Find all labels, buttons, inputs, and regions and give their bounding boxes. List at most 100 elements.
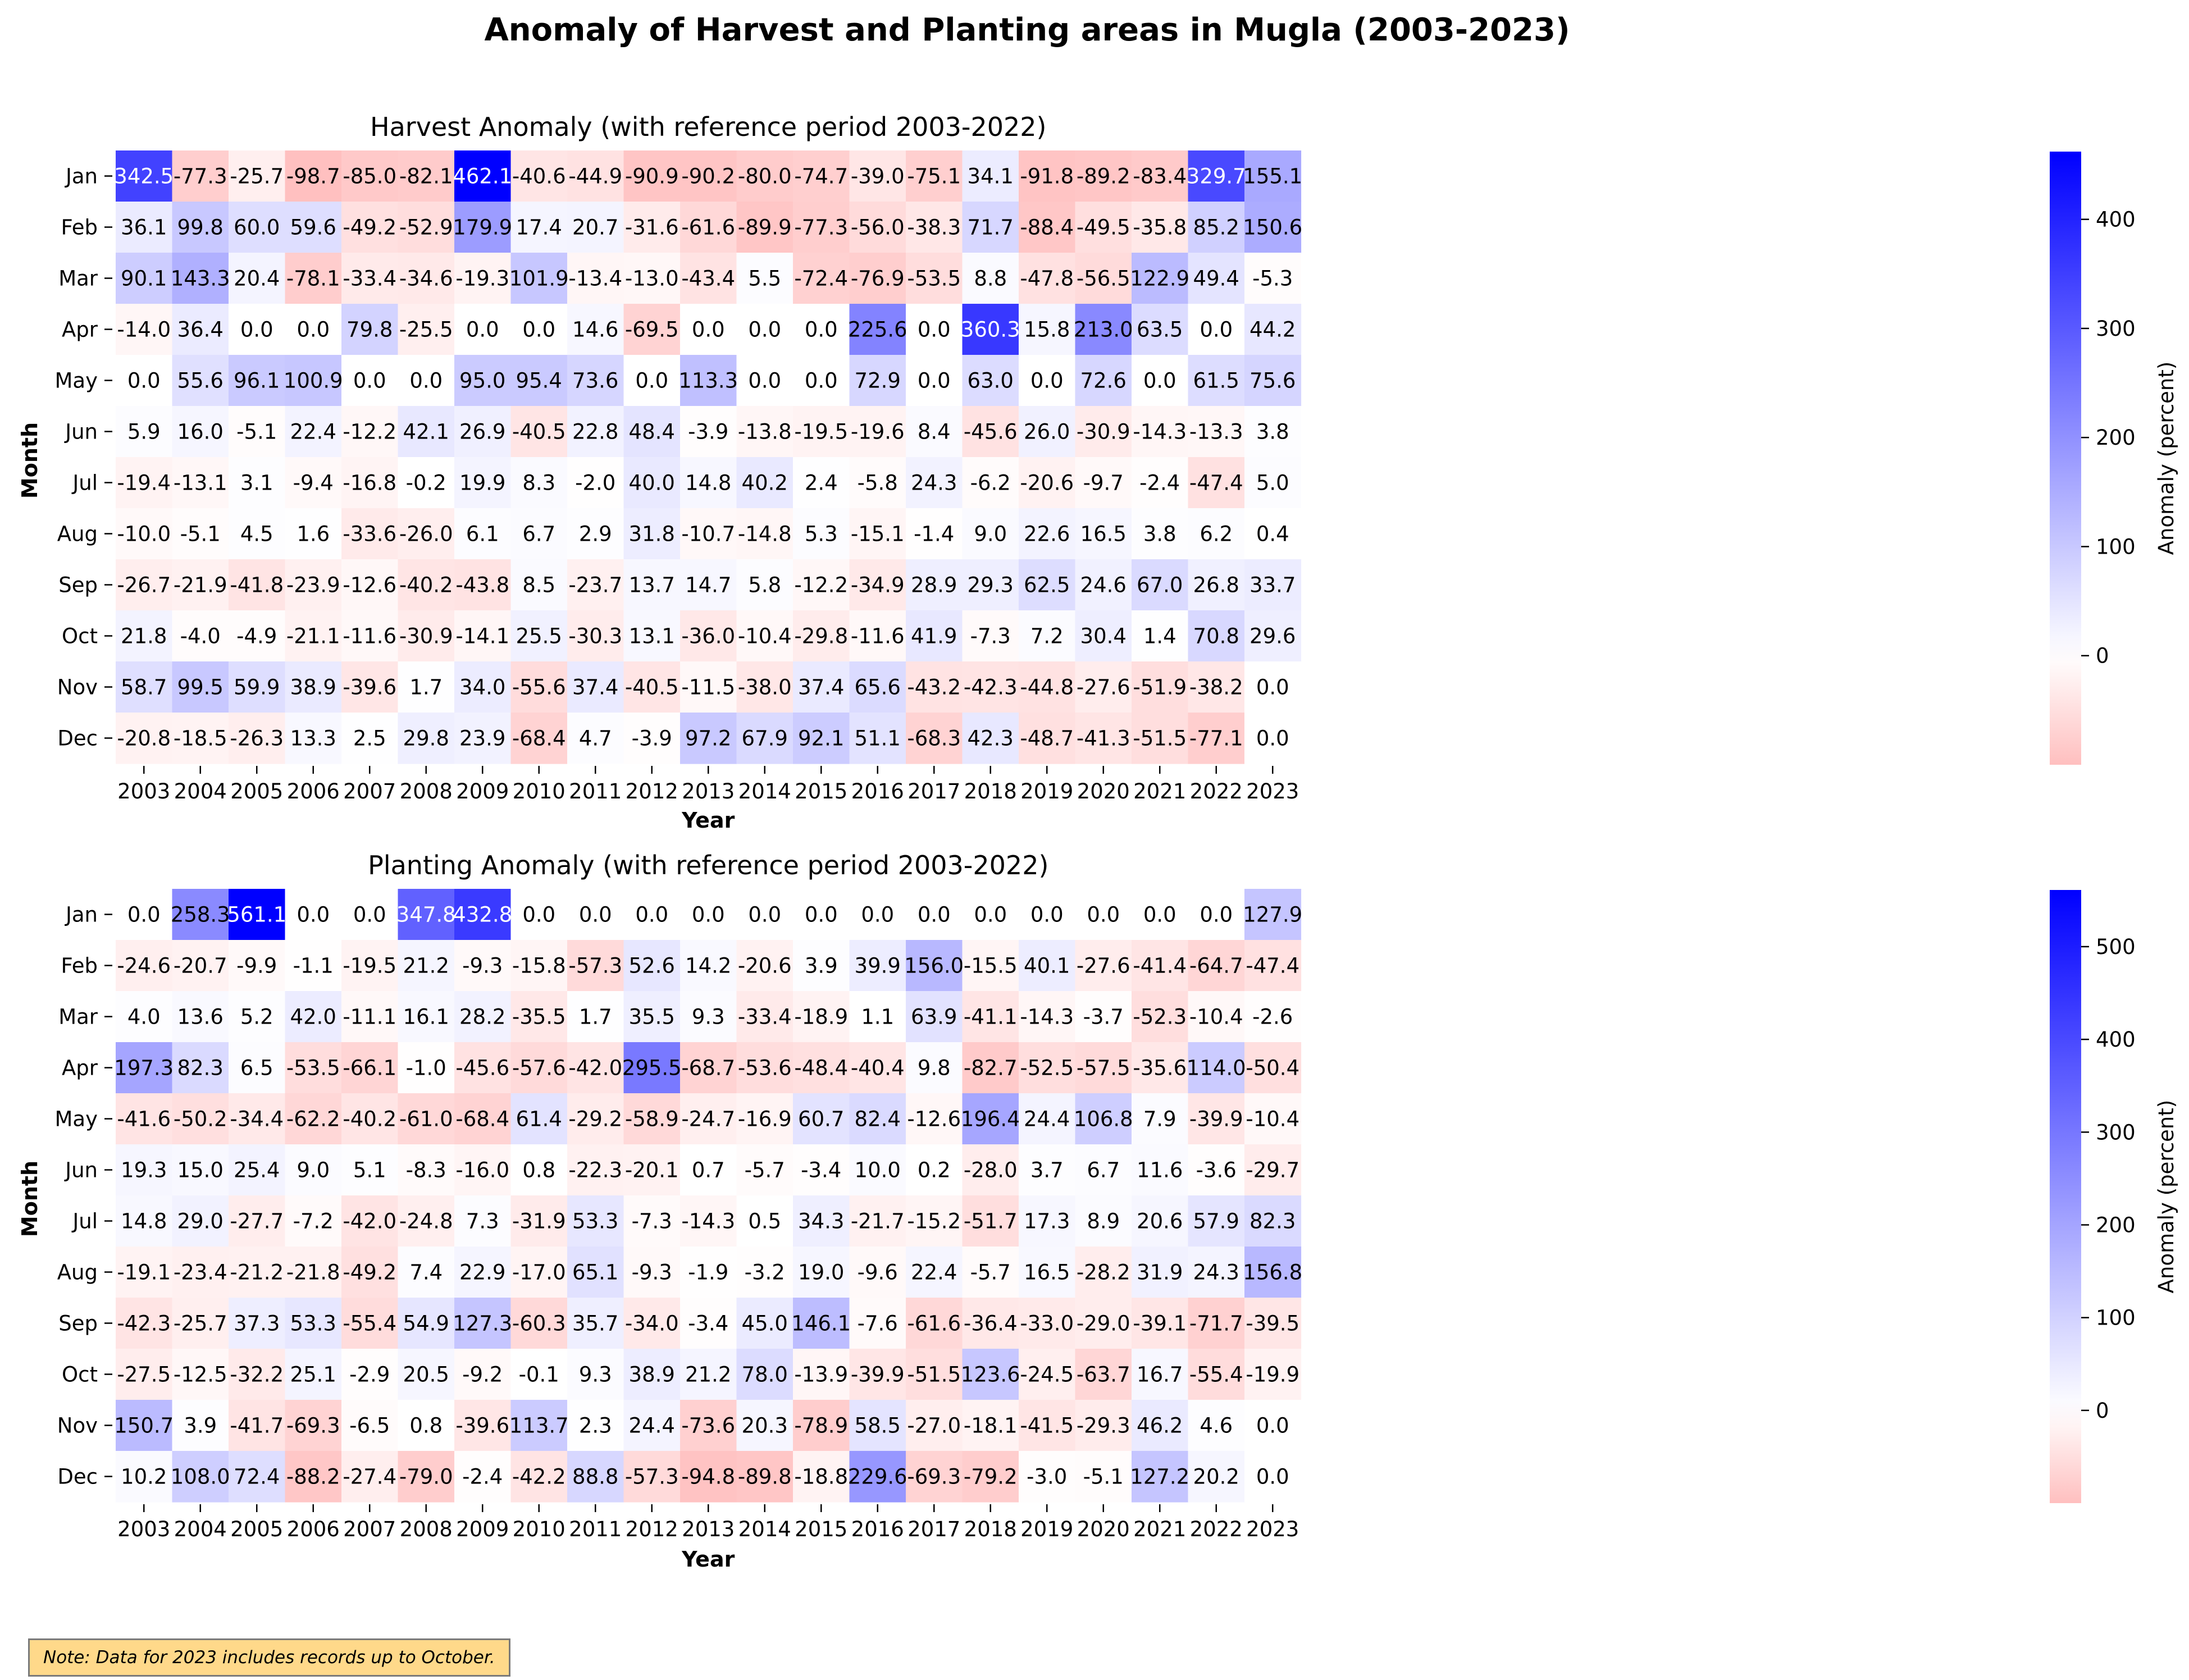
cell-value-label: 14.8: [685, 471, 731, 495]
year-tick-label: 2020: [1077, 1517, 1130, 1541]
cell-value-label: -5.7: [745, 1158, 785, 1183]
heatmap-cell: [510, 253, 568, 304]
year-tick-label: 2022: [1190, 779, 1243, 804]
heatmap-cell: [285, 559, 342, 611]
colorbar-tick-label: 0: [2096, 644, 2109, 668]
year-tick-label: 2003: [117, 779, 170, 804]
heatmap-cell: [1132, 508, 1189, 560]
heatmap-cell: [172, 889, 229, 941]
cell-value-label: 156.0: [904, 954, 964, 978]
heatmap-cell: [454, 1042, 512, 1094]
heatmap-cell: [1132, 661, 1189, 713]
cell-value-label: -77.1: [1189, 727, 1243, 751]
heatmap-cell: [1075, 1195, 1132, 1247]
heatmap-cell: [1188, 304, 1245, 355]
cell-value-label: -3.9: [632, 727, 672, 751]
colorbar-tick-label: 500: [2096, 935, 2136, 959]
cell-value-label: 52.6: [629, 954, 675, 978]
heatmap-cell: [1244, 1400, 1302, 1451]
heatmap-cell: [793, 1093, 850, 1145]
cell-value-label: -89.9: [738, 216, 792, 240]
cell-value-label: 9.0: [297, 1158, 330, 1183]
cell-value-label: -39.1: [1133, 1312, 1187, 1336]
heatmap-cell: [567, 406, 624, 458]
heatmap-cell: [906, 406, 963, 458]
heatmap-cell: [510, 1400, 568, 1451]
cell-value-label: -5.7: [970, 1261, 1011, 1285]
heatmap-cell: [680, 355, 737, 407]
cell-value-label: -69.3: [907, 1465, 961, 1489]
heatmap-cell: [454, 1349, 512, 1400]
cell-value-label: -5.1: [1083, 1465, 1124, 1489]
heatmap-cell: [1019, 355, 1076, 407]
cell-value-label: 55.6: [177, 369, 224, 393]
heatmap-cell: [1132, 713, 1189, 764]
cell-value-label: 0.0: [466, 318, 499, 342]
cell-value-label: -57.3: [625, 1465, 679, 1489]
cell-value-label: -7.3: [632, 1209, 672, 1234]
heatmap-cell: [906, 1195, 963, 1247]
cell-value-label: 82.3: [177, 1056, 224, 1080]
heatmap-cell: [398, 1349, 455, 1400]
heatmap-cell: [1132, 1400, 1189, 1451]
cell-value-label: -55.4: [343, 1312, 396, 1336]
heatmap-cell: [285, 661, 342, 713]
cell-value-label: -33.4: [738, 1005, 792, 1029]
year-tick-label: 2007: [343, 779, 396, 804]
cell-value-label: -19.4: [117, 471, 171, 495]
year-tick-label: 2012: [626, 1517, 678, 1541]
cell-value-label: 8.3: [522, 471, 555, 495]
cell-value-label: 229.6: [848, 1465, 907, 1489]
cell-value-label: -23.9: [286, 573, 340, 597]
cell-value-label: 37.3: [234, 1312, 280, 1336]
cell-value-label: -82.1: [399, 165, 453, 189]
heatmap-cell: [285, 406, 342, 458]
heatmap-cell: [1188, 253, 1245, 304]
heatmap-cell: [172, 150, 229, 202]
colorbar-tick-label: 300: [2096, 1120, 2136, 1144]
heatmap-cell: [962, 991, 1019, 1043]
heatmap-cell: [116, 991, 173, 1043]
month-tick-label: Aug: [57, 1261, 98, 1285]
heatmap-cell: [116, 1093, 173, 1145]
cell-value-label: -33.0: [1020, 1312, 1074, 1336]
cell-value-label: -44.8: [1020, 675, 1074, 700]
cell-value-label: 44.2: [1249, 318, 1296, 342]
cell-value-label: -60.3: [512, 1312, 566, 1336]
cell-value-label: -66.1: [343, 1056, 396, 1080]
heatmap-cell: [510, 1042, 568, 1094]
heatmap-cell: [567, 713, 624, 764]
panel-title: Planting Anomaly (with reference period …: [368, 850, 1048, 880]
cell-value-label: 22.8: [572, 420, 618, 444]
year-tick-label: 2023: [1246, 1517, 1299, 1541]
heatmap-cell: [341, 406, 399, 458]
heatmap-cell: [341, 1195, 399, 1247]
cell-value-label: -77.3: [174, 165, 227, 189]
heatmap-cell: [849, 1144, 906, 1196]
cell-value-label: -11.1: [343, 1005, 396, 1029]
heatmap-cell: [116, 355, 173, 407]
cell-value-label: 5.3: [805, 522, 838, 546]
heatmap-cell: [229, 1349, 286, 1400]
heatmap-cell: [510, 713, 568, 764]
cell-value-label: 0.0: [1087, 903, 1120, 927]
heatmap-cell: [229, 1451, 286, 1503]
cell-value-label: -14.3: [1020, 1005, 1074, 1029]
cell-value-label: -41.4: [1133, 954, 1187, 978]
cell-value-label: -3.9: [688, 420, 728, 444]
heatmap-cell: [1019, 406, 1076, 458]
cell-value-label: -34.4: [230, 1107, 284, 1131]
year-tick-label: 2022: [1190, 1517, 1243, 1541]
heatmap-cell: [623, 1349, 681, 1400]
cell-value-label: 34.3: [798, 1209, 844, 1234]
heatmap-cell: [510, 150, 568, 202]
cell-value-label: -49.2: [343, 216, 396, 240]
cell-value-label: 155.1: [1243, 165, 1302, 189]
cell-value-label: 0.0: [1256, 1414, 1289, 1438]
cell-value-label: 342.5: [114, 165, 174, 189]
heatmap-cell: [1019, 508, 1076, 560]
cell-value-label: -24.5: [1020, 1363, 1074, 1387]
heatmap-cell: [1075, 991, 1132, 1043]
heatmap-cell: [398, 559, 455, 611]
heatmap-cell: [398, 713, 455, 764]
